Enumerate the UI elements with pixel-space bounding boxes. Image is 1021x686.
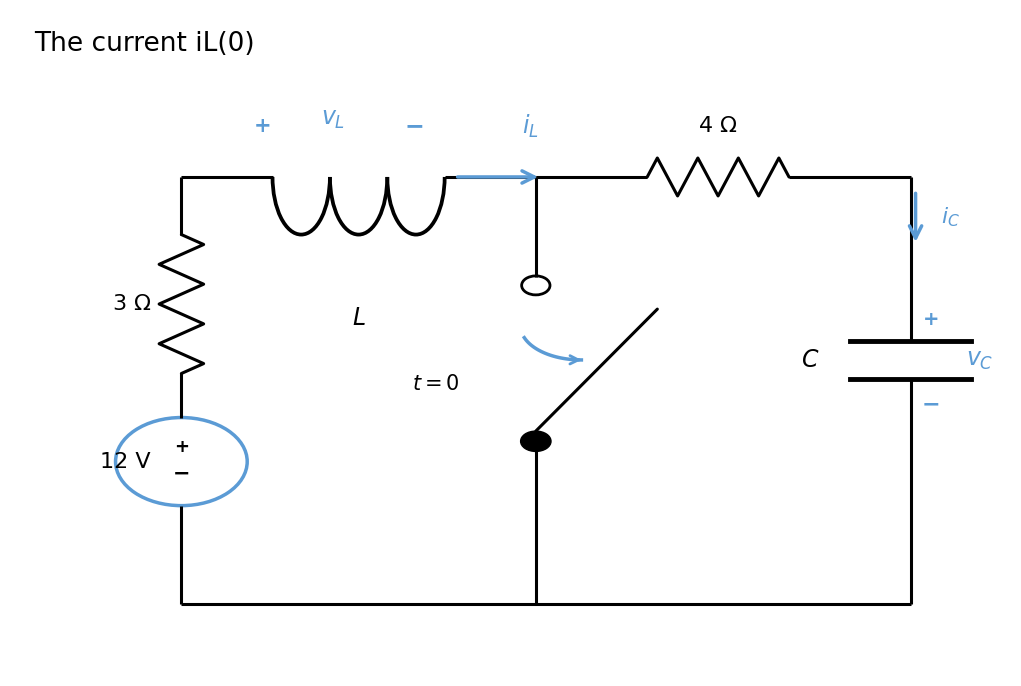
Text: $L$: $L$ <box>351 306 366 330</box>
Text: +: + <box>253 116 272 136</box>
Text: 12 V: 12 V <box>100 451 151 471</box>
Text: $v_\mathregular{C}$: $v_\mathregular{C}$ <box>966 348 993 372</box>
Text: $i_\mathregular{L}$: $i_\mathregular{L}$ <box>523 113 539 140</box>
Text: $C$: $C$ <box>800 348 820 372</box>
Text: $v_\mathregular{L}$: $v_\mathregular{L}$ <box>322 108 345 132</box>
Text: 4 $\Omega$: 4 $\Omega$ <box>698 117 738 137</box>
Text: $i_\mathregular{C}$: $i_\mathregular{C}$ <box>941 206 960 229</box>
Text: −: − <box>173 464 190 484</box>
Text: The current iL(0): The current iL(0) <box>35 32 255 57</box>
Text: 3 $\Omega$: 3 $\Omega$ <box>111 294 151 314</box>
Text: +: + <box>174 438 189 456</box>
Text: −: − <box>404 114 424 138</box>
Text: $t = 0$: $t = 0$ <box>412 374 459 394</box>
Text: +: + <box>923 310 939 329</box>
Circle shape <box>521 431 551 451</box>
Text: −: − <box>921 394 940 414</box>
